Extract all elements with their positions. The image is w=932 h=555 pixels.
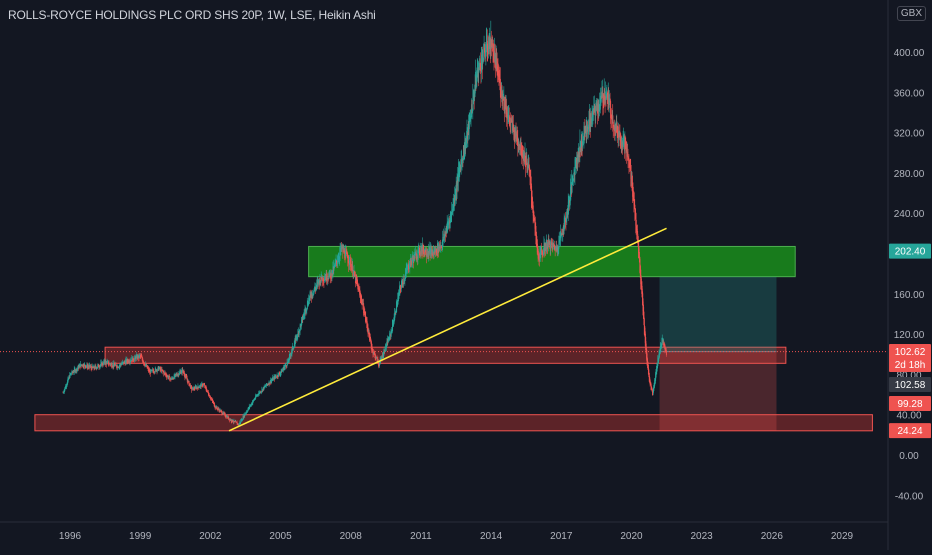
candle-body [665, 350, 667, 355]
green-resistance-zone [308, 245, 796, 278]
y-tick-label: 320.00 [894, 129, 925, 140]
price-label-countdown: 2d 18h [895, 360, 926, 371]
candle-body [562, 234, 564, 236]
currency-badge[interactable]: GBX [896, 6, 926, 21]
x-tick-label: 1999 [129, 531, 152, 542]
position-loss-area [659, 351, 777, 431]
price-label-box [889, 377, 931, 392]
price-label-text: 102.62 [895, 347, 926, 358]
price-label-box [889, 243, 931, 259]
price-label-box [889, 423, 931, 439]
y-tick-label: 240.00 [894, 209, 925, 220]
x-tick-label: 2014 [480, 531, 503, 542]
y-tick-label: 0.00 [899, 451, 919, 462]
price-label-box [889, 344, 931, 372]
x-tick-label: 2005 [269, 531, 292, 542]
x-tick-label: 1996 [59, 531, 82, 542]
y-tick-label: 360.00 [894, 88, 925, 99]
x-tick-label: 2026 [761, 531, 784, 542]
candles-group [62, 20, 667, 428]
x-tick-label: 2017 [550, 531, 573, 542]
price-label-text: 24.24 [897, 426, 922, 437]
candle-body [96, 367, 98, 369]
y-tick-label: 280.00 [894, 169, 925, 180]
y-tick-label: 160.00 [894, 290, 925, 301]
position-profit-area [659, 276, 777, 352]
x-tick-label: 2023 [691, 531, 714, 542]
price-label-text: 202.40 [895, 247, 926, 258]
price-label-box [889, 396, 931, 411]
support-trendline [228, 227, 667, 432]
candle-body [131, 360, 132, 362]
price-label-text: 102.58 [895, 380, 926, 391]
y-tick-label: -40.00 [895, 491, 924, 502]
price-label-text: 99.28 [897, 399, 922, 410]
red-bottom-zone [34, 414, 873, 432]
x-tick-label: 2020 [620, 531, 643, 542]
y-tick-label: 80.00 [896, 370, 921, 381]
candle-body [238, 424, 240, 426]
chart-title: ROLLS-ROYCE HOLDINGS PLC ORD SHS 20P, 1W… [8, 8, 376, 22]
candle-body [257, 394, 259, 396]
y-tick-label: 400.00 [894, 48, 925, 59]
x-tick-label: 2008 [340, 531, 363, 542]
x-tick-label: 2011 [410, 531, 432, 542]
y-tick-label: 120.00 [894, 330, 925, 341]
x-tick-label: 2002 [199, 531, 222, 542]
y-tick-label: 40.00 [896, 411, 921, 422]
x-tick-label: 2029 [831, 531, 854, 542]
